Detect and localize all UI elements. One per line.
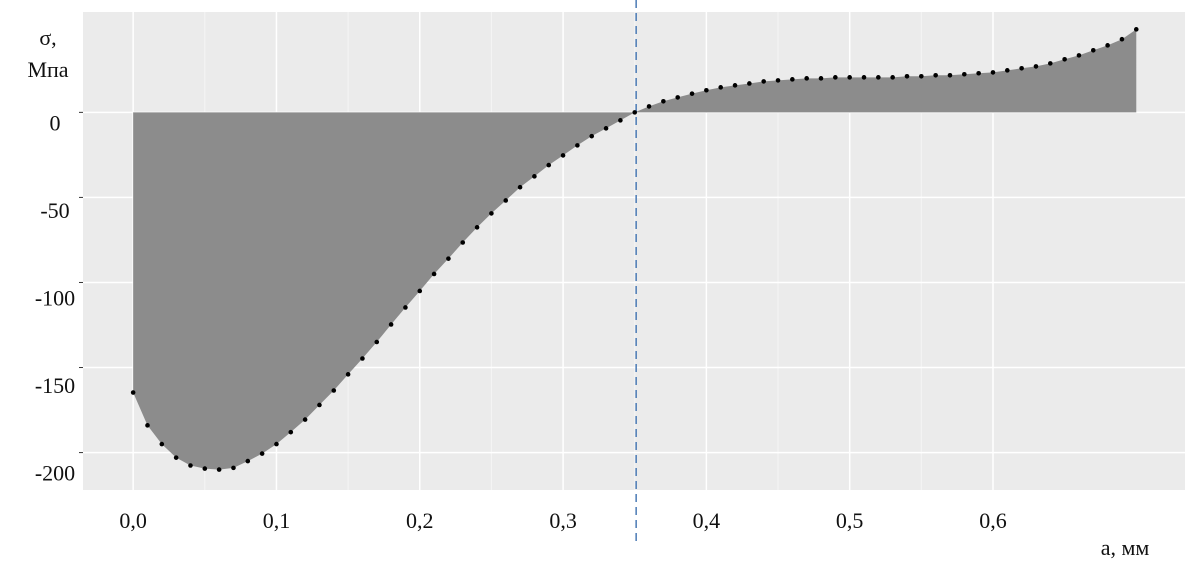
y-tick-label: 0 (50, 110, 61, 135)
point (761, 79, 766, 84)
point (1090, 47, 1096, 53)
point (1005, 68, 1010, 73)
point (718, 85, 723, 90)
point (145, 423, 150, 428)
point (689, 91, 695, 96)
point (919, 74, 924, 79)
point (775, 78, 781, 83)
point (546, 162, 552, 168)
point (360, 356, 365, 361)
point (990, 70, 996, 75)
point (890, 75, 895, 80)
point (417, 288, 423, 294)
point (231, 465, 236, 471)
point (474, 225, 480, 230)
point (202, 466, 208, 471)
point (1062, 56, 1067, 62)
point (876, 75, 881, 80)
x-tick-label: 0,1 (263, 508, 291, 533)
point (130, 390, 136, 395)
point (317, 402, 322, 408)
point (589, 133, 595, 139)
point (259, 451, 265, 456)
point (1047, 61, 1053, 66)
point (962, 71, 967, 77)
point (1033, 64, 1039, 69)
y-tick-label: -150 (35, 373, 75, 398)
point (904, 74, 910, 79)
point (560, 153, 566, 158)
point (446, 256, 451, 261)
x-axis-label: a, мм (1101, 535, 1150, 560)
point (833, 75, 838, 80)
x-tick-label: 0,6 (979, 508, 1007, 533)
area (133, 29, 1137, 470)
point (661, 99, 666, 104)
point (675, 95, 681, 100)
point (1076, 53, 1082, 58)
y-tick-label: -50 (40, 198, 69, 223)
point (947, 72, 953, 78)
point (976, 70, 981, 76)
y-tick-label: -100 (35, 286, 75, 311)
point (818, 76, 824, 81)
point (1019, 66, 1024, 71)
point (603, 126, 609, 131)
point (747, 81, 752, 86)
point (489, 211, 494, 216)
y-axis-label: σ, (39, 25, 56, 50)
point (732, 83, 738, 88)
point (646, 104, 652, 109)
point (532, 174, 537, 179)
x-tick-label: 0,3 (549, 508, 577, 533)
point (1133, 27, 1139, 32)
point (345, 372, 351, 377)
point (804, 76, 809, 81)
x-tick-label: 0,0 (119, 508, 147, 533)
point (302, 417, 308, 422)
y-tick-label: -200 (35, 461, 75, 486)
point (216, 467, 222, 472)
point (188, 463, 193, 468)
point (618, 118, 623, 123)
point (159, 441, 165, 447)
point (503, 198, 509, 203)
x-tick-label: 0,5 (836, 508, 864, 533)
point (933, 72, 938, 78)
point (704, 87, 709, 93)
point (431, 271, 437, 277)
x-tick-label: 0,2 (406, 508, 434, 533)
point (288, 429, 294, 435)
point (575, 143, 580, 148)
point (173, 455, 179, 460)
point (861, 75, 867, 80)
point (331, 388, 337, 393)
point (403, 305, 408, 310)
point (517, 184, 523, 190)
point (460, 240, 466, 245)
point (245, 458, 251, 464)
point (388, 322, 394, 327)
y-axis-unit: Мпа (27, 57, 68, 82)
point (790, 77, 795, 82)
x-tick-label: 0,4 (693, 508, 721, 533)
point (274, 441, 279, 447)
point (1105, 43, 1110, 48)
point (1119, 36, 1125, 42)
point (632, 110, 638, 115)
point (374, 339, 380, 345)
point (847, 75, 852, 80)
